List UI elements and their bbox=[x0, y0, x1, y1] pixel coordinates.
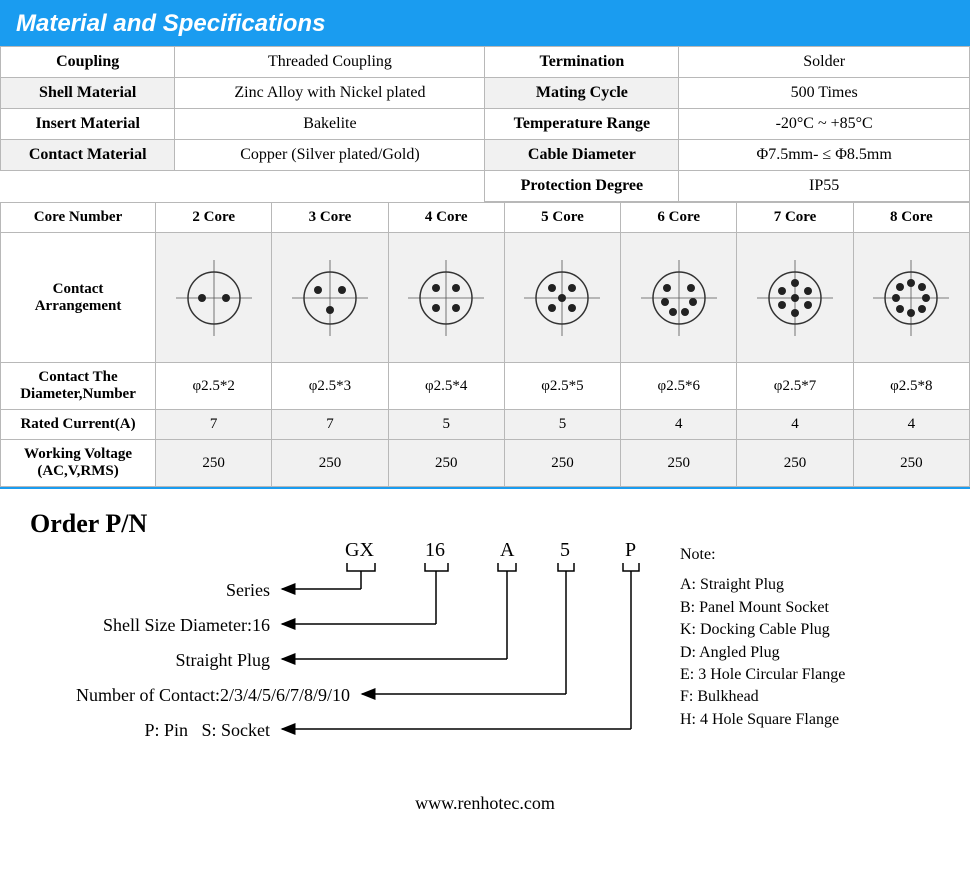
diam-cell: φ2.5*4 bbox=[388, 363, 504, 410]
note-line: H: 4 Hole Square Flange bbox=[680, 709, 845, 731]
spec-label: Cable Diameter bbox=[485, 140, 679, 171]
volt-cell: 250 bbox=[737, 440, 853, 487]
spec-label: Contact Material bbox=[1, 140, 175, 171]
note-line: K: Docking Cable Plug bbox=[680, 619, 845, 641]
core-header: Core Number bbox=[1, 203, 156, 233]
spec-value: Bakelite bbox=[175, 109, 485, 140]
volt-cell: 250 bbox=[504, 440, 620, 487]
pn-label-plug: Straight Plug bbox=[175, 650, 270, 671]
spec-label: Termination bbox=[485, 47, 679, 78]
order-title: Order P/N bbox=[30, 509, 147, 538]
rated-label: Rated Current(A) bbox=[1, 410, 156, 440]
volt-cell: 250 bbox=[272, 440, 388, 487]
spec-value: -20°C ~ +85°C bbox=[679, 109, 970, 140]
spec-value: Solder bbox=[679, 47, 970, 78]
pin-diagram-3 bbox=[272, 233, 388, 363]
note-line: A: Straight Plug bbox=[680, 574, 845, 596]
spec-label: Coupling bbox=[1, 47, 175, 78]
diam-cell: φ2.5*5 bbox=[504, 363, 620, 410]
pin-diagram-4 bbox=[388, 233, 504, 363]
note-title: Note: bbox=[680, 544, 845, 566]
core-table: Core Number 2 Core 3 Core 4 Core 5 Core … bbox=[0, 202, 970, 487]
spec-label: Shell Material bbox=[1, 78, 175, 109]
diam-cell: φ2.5*6 bbox=[621, 363, 737, 410]
rated-cell: 4 bbox=[853, 410, 969, 440]
diam-label: Contact The Diameter,Number bbox=[1, 363, 156, 410]
diam-cell: φ2.5*3 bbox=[272, 363, 388, 410]
title-bar: Material and Specifications bbox=[0, 2, 970, 46]
spec-value: Zinc Alloy with Nickel plated bbox=[175, 78, 485, 109]
pn-label-contacts: Number of Contact:2/3/4/5/6/7/8/9/10 bbox=[76, 685, 350, 706]
volt-cell: 250 bbox=[853, 440, 969, 487]
arrangement-label: Contact Arrangement bbox=[1, 233, 156, 363]
pn-label-series: Series bbox=[226, 580, 270, 601]
footer-url: www.renhotec.com bbox=[0, 779, 970, 828]
pin-diagram-5 bbox=[504, 233, 620, 363]
pin-diagram-8 bbox=[853, 233, 969, 363]
spec-label: Mating Cycle bbox=[485, 78, 679, 109]
spec-value: IP55 bbox=[679, 171, 970, 202]
spec-value: 500 Times bbox=[679, 78, 970, 109]
rated-cell: 5 bbox=[504, 410, 620, 440]
note-line: E: 3 Hole Circular Flange bbox=[680, 664, 845, 686]
pin-diagram-2 bbox=[156, 233, 272, 363]
spec-value: Copper (Silver plated/Gold) bbox=[175, 140, 485, 171]
spec-sheet: Material and Specifications Coupling Thr… bbox=[0, 0, 970, 489]
core-header: 4 Core bbox=[388, 203, 504, 233]
core-header: 5 Core bbox=[504, 203, 620, 233]
core-header: 2 Core bbox=[156, 203, 272, 233]
pn-label-size: Shell Size Diameter:16 bbox=[103, 615, 270, 636]
diam-cell: φ2.5*2 bbox=[156, 363, 272, 410]
spec-label: Protection Degree bbox=[485, 171, 679, 202]
spec-table: Coupling Threaded Coupling Termination S… bbox=[0, 46, 970, 202]
pin-diagram-6 bbox=[621, 233, 737, 363]
order-notes: Note: A: Straight Plug B: Panel Mount So… bbox=[680, 544, 845, 731]
note-line: D: Angled Plug bbox=[680, 642, 845, 664]
core-header: 7 Core bbox=[737, 203, 853, 233]
spec-label: Insert Material bbox=[1, 109, 175, 140]
rated-cell: 7 bbox=[156, 410, 272, 440]
volt-cell: 250 bbox=[621, 440, 737, 487]
core-header: 3 Core bbox=[272, 203, 388, 233]
order-arrows bbox=[30, 539, 680, 769]
note-line: F: Bulkhead bbox=[680, 686, 845, 708]
spec-label: Temperature Range bbox=[485, 109, 679, 140]
spec-value: Threaded Coupling bbox=[175, 47, 485, 78]
volt-label: Working Voltage (AC,V,RMS) bbox=[1, 440, 156, 487]
rated-cell: 4 bbox=[621, 410, 737, 440]
pin-diagram-7 bbox=[737, 233, 853, 363]
core-header: 6 Core bbox=[621, 203, 737, 233]
note-line: B: Panel Mount Socket bbox=[680, 597, 845, 619]
order-pn-diagram: Order P/N GX 16 A 5 P bbox=[0, 489, 970, 779]
spec-value: Φ7.5mm- ≤ Φ8.5mm bbox=[679, 140, 970, 171]
core-header: 8 Core bbox=[853, 203, 969, 233]
pn-label-pinsocket: P: Pin S: Socket bbox=[144, 720, 270, 741]
rated-cell: 5 bbox=[388, 410, 504, 440]
volt-cell: 250 bbox=[388, 440, 504, 487]
rated-cell: 7 bbox=[272, 410, 388, 440]
rated-cell: 4 bbox=[737, 410, 853, 440]
volt-cell: 250 bbox=[156, 440, 272, 487]
diam-cell: φ2.5*8 bbox=[853, 363, 969, 410]
diam-cell: φ2.5*7 bbox=[737, 363, 853, 410]
